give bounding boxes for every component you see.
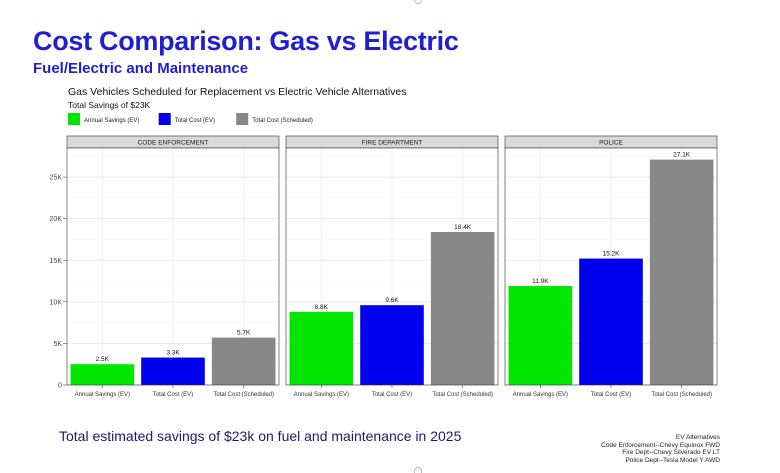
chart-title: Gas Vehicles Scheduled for Replacement v… bbox=[68, 86, 407, 98]
legend-swatch bbox=[158, 113, 171, 125]
slide-subtitle: Fuel/Electric and Maintenance bbox=[33, 60, 249, 77]
legend-label: Annual Savings (EV) bbox=[84, 118, 139, 124]
y-tick-label: 15K bbox=[50, 258, 63, 265]
facet-label: CODE ENFORCEMENT bbox=[138, 140, 209, 147]
facet-label: POLICE bbox=[599, 140, 624, 147]
bar-value-label: 8.8K bbox=[315, 304, 329, 311]
x-tick-label: Total Cost (Scheduled) bbox=[651, 392, 712, 398]
bar bbox=[70, 364, 135, 385]
legend-label: Total Cost (Scheduled) bbox=[252, 118, 313, 124]
bar-value-label: 3.3K bbox=[166, 350, 180, 357]
bar bbox=[289, 311, 354, 385]
legend-label: Total Cost (EV) bbox=[175, 118, 215, 124]
note-line: EV Alternatives bbox=[675, 434, 720, 441]
x-tick-label: Total Cost (EV) bbox=[591, 392, 631, 398]
x-tick-label: Annual Savings (EV) bbox=[75, 392, 130, 398]
ev-alternatives-notes: EV Alternatives Code Enforcement--Chevy … bbox=[601, 434, 720, 464]
x-tick-label: Total Cost (EV) bbox=[153, 392, 193, 398]
bar-value-label: 9.6K bbox=[385, 297, 399, 304]
bar bbox=[360, 305, 424, 385]
note-line: Code Enforcement--Chevy Equinox FWD bbox=[601, 441, 720, 449]
bar-value-label: 5.7K bbox=[237, 330, 251, 337]
page-marker-bottom bbox=[414, 467, 422, 473]
slide-title: Cost Comparison: Gas vs Electric bbox=[33, 26, 459, 56]
bar bbox=[508, 286, 573, 385]
savings-summary: Total estimated savings of $23k on fuel … bbox=[59, 428, 462, 444]
x-tick-label: Total Cost (Scheduled) bbox=[213, 392, 274, 398]
bar-value-label: 2.5K bbox=[96, 356, 110, 363]
y-tick-label: 5K bbox=[53, 341, 62, 348]
legend-swatch bbox=[68, 113, 80, 125]
panel-border bbox=[285, 147, 499, 386]
x-tick-label: Total Cost (Scheduled) bbox=[432, 392, 493, 398]
panel-border bbox=[66, 147, 280, 386]
bar bbox=[430, 231, 495, 385]
chart-subtitle: Total Savings of $23K bbox=[68, 100, 151, 110]
x-tick-label: Annual Savings (EV) bbox=[513, 392, 568, 398]
bar bbox=[579, 258, 643, 385]
bar bbox=[141, 357, 205, 385]
note-line: Police Dept--Tesla Model Y AWD bbox=[625, 456, 720, 464]
bar-value-label: 18.4K bbox=[454, 224, 472, 231]
bar-value-label: 27.1K bbox=[673, 152, 691, 159]
y-tick-label: 10K bbox=[50, 299, 63, 306]
y-tick-label: 25K bbox=[50, 175, 63, 182]
x-tick-label: Annual Savings (EV) bbox=[294, 392, 349, 398]
x-tick-label: Total Cost (EV) bbox=[372, 392, 412, 398]
bar-value-label: 15.2K bbox=[603, 251, 621, 258]
panel-border bbox=[504, 147, 718, 386]
y-tick-label: 0 bbox=[58, 383, 62, 390]
note-line: Fire Dept--Chevy Silverado EV LT bbox=[622, 449, 720, 457]
facet-label: FIRE DEPARTMENT bbox=[362, 140, 423, 147]
bar-value-label: 11.9K bbox=[532, 278, 549, 285]
bar bbox=[211, 337, 276, 385]
bar bbox=[649, 159, 714, 385]
legend-swatch bbox=[236, 113, 249, 125]
y-tick-label: 20K bbox=[50, 216, 63, 223]
